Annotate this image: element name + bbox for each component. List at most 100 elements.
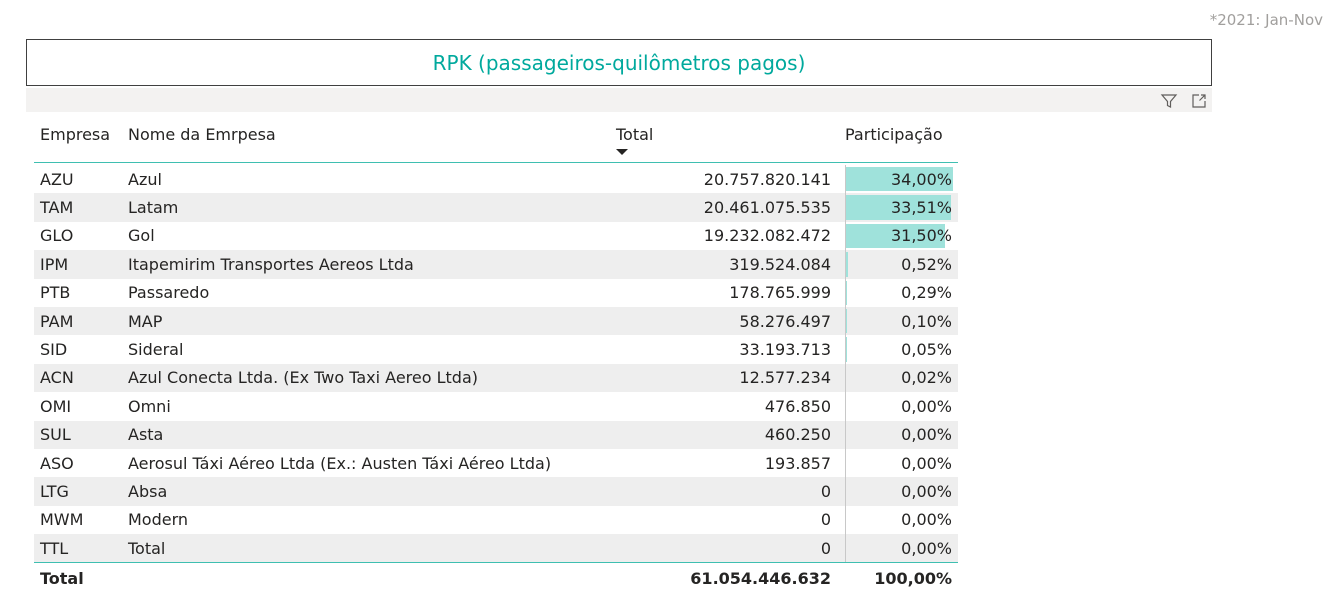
share-value: 0,00% [901, 538, 952, 558]
cell-nome: Total [128, 538, 166, 558]
cell-participacao: 31,50% [845, 221, 958, 251]
cell-participacao: 0,02% [845, 363, 958, 393]
table-row[interactable]: ASO Aerosul Táxi Aéreo Ltda (Ex.: Austen … [34, 448, 958, 478]
cell-nome: Passaredo [128, 283, 210, 303]
filter-icon[interactable] [1160, 92, 1178, 110]
cell-empresa: ACN [40, 368, 74, 388]
share-data-bar [846, 195, 952, 220]
cell-total: 33.193.713 [739, 340, 831, 360]
cell-total: 0 [820, 481, 831, 501]
focus-mode-icon[interactable] [1190, 92, 1208, 110]
period-note: *2021: Jan-Nov [1209, 11, 1323, 29]
cell-total: 319.524.084 [729, 254, 831, 274]
column-header-participacao[interactable]: Participação [845, 125, 943, 144]
cell-participacao: 0,00% [845, 392, 958, 421]
cell-nome: Asta [128, 425, 164, 445]
column-header-empresa[interactable]: Empresa [40, 125, 111, 144]
cell-nome: Azul Conecta Ltda. (Ex Two Taxi Aereo Lt… [128, 368, 479, 388]
cell-total: 19.232.082.472 [703, 226, 831, 246]
table-row[interactable]: MWM Modern 0 0,00% [34, 505, 958, 535]
share-value: 0,00% [901, 481, 952, 501]
share-value: 0,29% [901, 283, 952, 303]
share-value: 0,52% [901, 254, 952, 274]
table-row[interactable]: OMI Omni 476.850 0,00% [34, 392, 958, 421]
table-total-row: Total 61.054.446.632 100,00% [34, 562, 958, 593]
cell-total: 178.765.999 [729, 283, 831, 303]
share-value: 0,00% [901, 510, 952, 530]
table-row[interactable]: TTL Total 0 0,00% [34, 534, 958, 563]
cell-nome: Modern [128, 510, 189, 530]
cell-empresa: SUL [40, 425, 71, 445]
cell-empresa: PTB [40, 283, 71, 303]
cell-total: 20.757.820.141 [703, 169, 831, 189]
share-value: 33,51% [890, 198, 952, 218]
cell-empresa: SID [40, 340, 68, 360]
visual-title-card: RPK (passageiros-quilômetros pagos) [26, 39, 1212, 86]
share-value: 31,50% [890, 226, 952, 246]
cell-nome: Omni [128, 396, 171, 416]
cell-nome: Aerosul Táxi Aéreo Ltda (Ex.: Austen Táx… [128, 453, 552, 473]
cell-participacao: 34,00% [845, 165, 958, 194]
share-value: 0,10% [901, 311, 952, 331]
cell-participacao: 0,00% [845, 477, 958, 506]
share-data-bar [846, 223, 946, 249]
cell-total: 476.850 [764, 396, 831, 416]
cell-empresa: ASO [40, 453, 74, 473]
cell-participacao: 0,52% [845, 250, 958, 279]
cell-empresa: TTL [40, 538, 69, 558]
cell-participacao: 0,10% [845, 306, 958, 336]
table-row[interactable]: SUL Asta 460.250 0,00% [34, 420, 958, 449]
table-row[interactable]: AZU Azul 20.757.820.141 34,00% [34, 165, 958, 194]
cell-empresa: AZU [40, 169, 74, 189]
visual-title: RPK (passageiros-quilômetros pagos) [432, 50, 806, 75]
cell-total: 58.276.497 [739, 311, 831, 331]
table-row[interactable]: SID Sideral 33.193.713 0,05% [34, 335, 958, 364]
cell-nome: MAP [128, 311, 163, 331]
share-value: 0,00% [901, 425, 952, 445]
visual-header-bar [26, 88, 1212, 112]
total-label: Total [40, 568, 84, 588]
cell-total: 0 [820, 510, 831, 530]
cell-empresa: LTG [40, 481, 69, 501]
cell-participacao: 0,00% [845, 420, 958, 449]
cell-participacao: 33,51% [845, 193, 958, 222]
cell-nome: Azul [128, 169, 162, 189]
share-data-bar [846, 167, 953, 192]
cell-empresa: MWM [40, 510, 84, 530]
table-row[interactable]: LTG Absa 0 0,00% [34, 477, 958, 506]
cell-total: 20.461.075.535 [703, 198, 831, 218]
cell-total: 460.250 [764, 425, 831, 445]
cell-nome: Absa [128, 481, 168, 501]
cell-participacao: 0,00% [845, 448, 958, 478]
data-table: Empresa Nome da Emrpesa Total Participaç… [34, 118, 958, 593]
share-value: 34,00% [890, 169, 952, 189]
cell-nome: Gol [128, 226, 155, 246]
cell-total: 193.857 [764, 453, 831, 473]
table-row[interactable]: GLO Gol 19.232.082.472 31,50% [34, 221, 958, 251]
cell-empresa: TAM [40, 198, 74, 218]
cell-participacao: 0,29% [845, 278, 958, 307]
cell-participacao: 0,00% [845, 534, 958, 563]
share-value: 0,00% [901, 396, 952, 416]
share-value: 0,00% [901, 453, 952, 473]
table-row[interactable]: PAM MAP 58.276.497 0,10% [34, 306, 958, 336]
table-row[interactable]: PTB Passaredo 178.765.999 0,29% [34, 278, 958, 307]
total-value: 61.054.446.632 [690, 568, 831, 588]
table-row[interactable]: TAM Latam 20.461.075.535 33,51% [34, 193, 958, 222]
table-row[interactable]: ACN Azul Conecta Ltda. (Ex Two Taxi Aereo… [34, 363, 958, 393]
share-data-bar [846, 280, 847, 305]
share-value: 0,02% [901, 368, 952, 388]
cell-empresa: GLO [40, 226, 74, 246]
cell-participacao: 0,00% [845, 505, 958, 535]
table-header-row: Empresa Nome da Emrpesa Total Participaç… [34, 118, 958, 163]
column-header-total[interactable]: Total [616, 125, 654, 144]
total-share: 100,00% [874, 568, 952, 588]
cell-nome: Sideral [128, 340, 184, 360]
cell-empresa: PAM [40, 311, 74, 331]
table-body: AZU Azul 20.757.820.141 34,00% TAM Latam 20.46… [34, 163, 958, 563]
table-row[interactable]: IPM Itapemirim Transportes Aereos Ltda 319… [34, 250, 958, 279]
share-value: 0,05% [901, 340, 952, 360]
sort-descending-icon[interactable] [616, 149, 628, 155]
cell-total: 0 [820, 538, 831, 558]
column-header-nome[interactable]: Nome da Emrpesa [128, 125, 276, 144]
